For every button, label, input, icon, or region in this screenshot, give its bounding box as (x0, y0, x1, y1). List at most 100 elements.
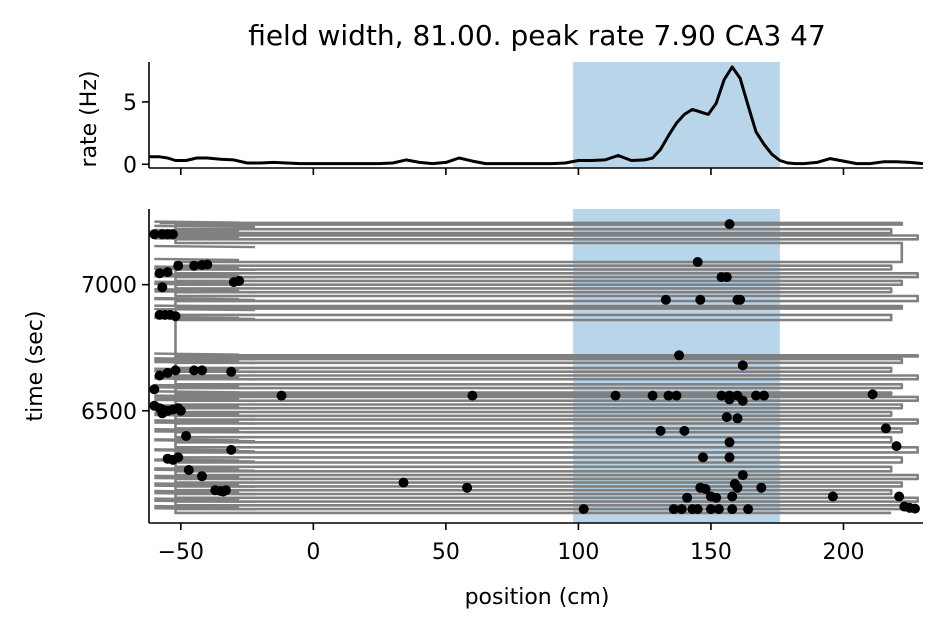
spike-point (183, 465, 194, 475)
trajectory-segment (154, 280, 240, 284)
spike-point (149, 229, 160, 240)
spike-point (827, 491, 838, 502)
spike-point (671, 390, 682, 401)
spike-point (197, 471, 207, 482)
trajectory-segment (154, 398, 256, 403)
spike-point (724, 394, 735, 405)
spike-point (173, 452, 184, 463)
trajectory-segment (154, 394, 256, 398)
spike-point (674, 350, 685, 361)
raster-y-tick-label: 7000 (81, 274, 137, 299)
spike-point (692, 504, 703, 515)
spike-point (202, 259, 213, 270)
spike-point (234, 275, 245, 286)
spike-point (910, 503, 920, 514)
trajectory-segment (154, 430, 256, 434)
trajectory-segment (154, 468, 256, 472)
trajectory-segment (154, 499, 256, 503)
raster-x-tick-label: 150 (690, 540, 732, 565)
spike-point (724, 452, 735, 463)
trajectory-segment (154, 438, 240, 442)
rate-series-line (149, 65, 924, 166)
spike-point (880, 423, 891, 434)
spike-point (467, 390, 478, 401)
spike-point (157, 408, 168, 419)
raster-x-tick-label: −50 (158, 540, 204, 565)
trajectory-segment (154, 474, 240, 479)
spike-point (751, 390, 761, 401)
spike-point (698, 452, 708, 463)
trajectory-segment (154, 288, 240, 292)
spike-point (711, 492, 722, 503)
trajectory-segment (154, 396, 240, 400)
spike-point (735, 294, 746, 305)
spike-point (398, 477, 409, 488)
spike-point (226, 366, 237, 377)
chart-title: field width, 81.00. peak rate 7.90 CA3 4… (248, 19, 826, 52)
raster-x-tick-label: 50 (432, 540, 460, 565)
trajectory-segment (154, 390, 240, 394)
spike-point (727, 504, 738, 515)
trajectory-segment (154, 504, 240, 509)
spike-point (705, 504, 716, 515)
spike-point (724, 437, 735, 448)
spike-point (700, 484, 711, 494)
spike-point (732, 413, 743, 424)
trajectory-segment (154, 290, 256, 294)
spike-point (157, 282, 168, 293)
spike-point (721, 412, 732, 423)
spike-point (732, 482, 743, 493)
rate-field-band (573, 62, 780, 168)
trajectory-segment (154, 386, 256, 390)
spike-point (226, 444, 237, 455)
spike-point (716, 390, 727, 401)
spike-point (149, 384, 160, 395)
spike-point (695, 294, 706, 305)
trajectory-segment (154, 419, 240, 423)
trajectory-segment (154, 257, 240, 262)
trajectory-segment (154, 307, 256, 312)
trajectory-segment (154, 220, 240, 224)
trajectory-segment (154, 484, 256, 488)
trajectory-segment (154, 482, 240, 486)
spike-point (276, 390, 287, 401)
spike-point (154, 268, 165, 279)
trajectory-segment (154, 421, 256, 425)
rate-y-axis-label: rate (Hz) (77, 71, 102, 168)
spike-point (162, 267, 173, 278)
position-x-axis-label: position (cm) (465, 585, 610, 610)
spike-point (756, 482, 767, 493)
raster-panel: 6500 7000 −50 0 50 100 150 200 (81, 209, 923, 565)
trajectory-segment (154, 377, 256, 381)
spike-point (170, 311, 181, 322)
spike-point (891, 441, 902, 452)
trajectory-segment (154, 428, 240, 432)
trajectory-segment (154, 358, 240, 363)
spike-point (679, 425, 690, 436)
trajectory-segment (154, 357, 256, 361)
trajectory-segment (154, 467, 240, 471)
spike-point (692, 257, 703, 267)
spike-point (759, 390, 769, 401)
raster-x-tick-label: 0 (306, 540, 320, 565)
spike-point (189, 260, 200, 271)
spike-point (663, 390, 674, 401)
trajectory-segment (154, 352, 240, 356)
spike-point (743, 504, 754, 515)
spike-point (655, 425, 666, 436)
spike-point (727, 491, 738, 502)
trajectory-segment (154, 507, 256, 511)
spike-point (170, 365, 181, 376)
spike-point (894, 491, 905, 502)
spike-point (660, 294, 671, 305)
spike-point (737, 360, 748, 371)
time-y-axis-label: time (sec) (23, 311, 48, 422)
spike-point (462, 482, 473, 493)
trajectory-segment (154, 497, 240, 501)
spike-point (578, 504, 589, 515)
raster-x-tick-label: 200 (822, 540, 864, 565)
trajectory-segment (154, 492, 256, 496)
trajectory-line (159, 221, 919, 515)
trajectory-segment (154, 404, 240, 408)
